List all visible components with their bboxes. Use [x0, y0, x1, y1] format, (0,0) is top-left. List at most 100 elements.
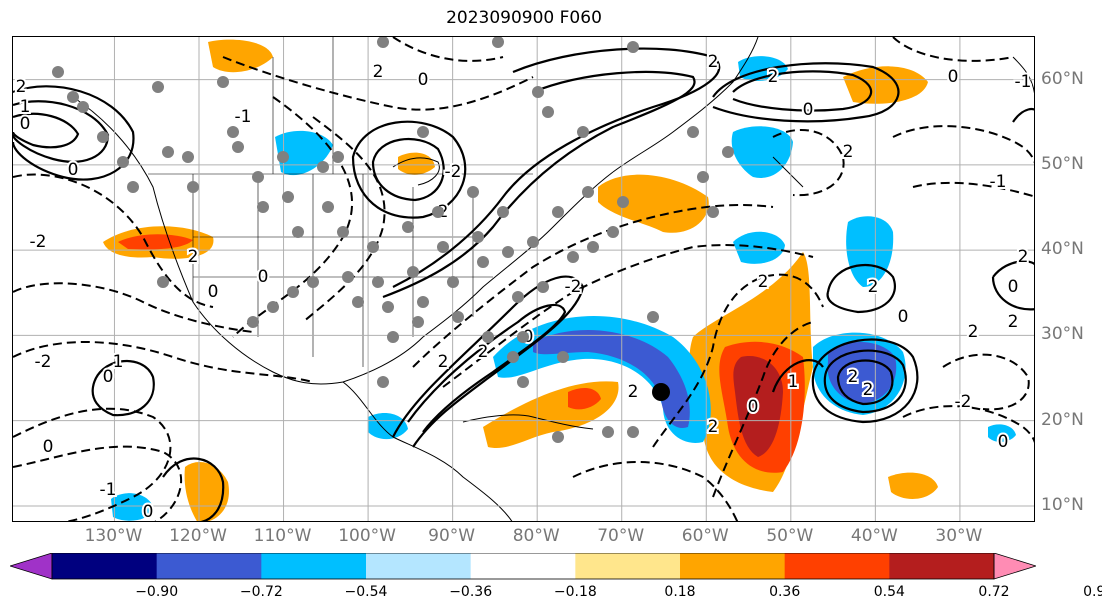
- station-marker: [402, 221, 414, 233]
- station-marker: [542, 106, 554, 118]
- colorbar-segment: [261, 553, 367, 579]
- contour-label: 0: [103, 367, 114, 387]
- station-marker: [437, 241, 449, 253]
- colorbar-tick-label: 0.90: [1083, 584, 1102, 600]
- anomaly-positive-labrador: [843, 66, 928, 104]
- contour-label: 2: [843, 142, 854, 162]
- contour-label: -2: [445, 162, 462, 182]
- longitude-label: 60°W: [681, 526, 729, 546]
- contour-label: 2: [1018, 247, 1029, 267]
- anomaly-strong-negative-bahamas-arc: [533, 330, 690, 428]
- station-marker: [567, 251, 579, 263]
- contour-positive-mid-atlantic: [826, 263, 896, 314]
- anomaly-positive-great-lakes: [398, 152, 435, 175]
- map-title: 2023090900 F060: [446, 8, 602, 28]
- colorbar-frame: [51, 553, 995, 580]
- station-marker: [417, 126, 429, 138]
- station-marker: [552, 431, 564, 443]
- anomaly-negative-newfoundland: [731, 126, 793, 178]
- colorbar-tick-label: −0.72: [239, 584, 283, 600]
- contour-negative-east-atlantic-3: [942, 353, 1030, 411]
- station-marker: [502, 246, 514, 258]
- station-marker: [227, 126, 239, 138]
- map-canvas: 2100-202-22-202222020-12201222022-2010-2…: [13, 37, 1034, 522]
- storm-centers: [652, 383, 670, 401]
- station-marker: [332, 151, 344, 163]
- contour-label: 0: [143, 502, 154, 522]
- station-marker: [387, 331, 399, 343]
- contour-label: 1: [20, 97, 31, 117]
- contour-negative-hudson: [392, 37, 504, 62]
- contour-positive-central-atlantic-ring-3: [836, 359, 894, 406]
- station-marker: [517, 331, 529, 343]
- station-marker: [117, 156, 129, 168]
- colorbar-segment: [784, 553, 890, 579]
- contour-label: 0: [208, 282, 219, 302]
- longitude-label: 110°W: [253, 526, 312, 546]
- station-marker: [257, 201, 269, 213]
- station-marker: [287, 286, 299, 298]
- contour-positive-caribbean-hurricane: [771, 359, 824, 393]
- station-marker: [517, 376, 529, 388]
- contour-label: 0: [803, 100, 814, 120]
- contour-negative-east-coast-2: [442, 244, 814, 388]
- colorbar-segment: [575, 553, 681, 579]
- contour-label: 2: [188, 247, 199, 267]
- station-marker: [352, 296, 364, 308]
- contour-negative-south-pacific-1: [13, 407, 172, 521]
- contour-negative-atlantic-1: [652, 273, 824, 448]
- contour-negative-newfoundland: [772, 128, 845, 197]
- station-marker: [492, 37, 504, 48]
- station-marker: [477, 256, 489, 268]
- station-markers: [52, 37, 734, 443]
- station-marker: [187, 181, 199, 193]
- contour-negative-west-2: [13, 282, 254, 333]
- station-marker: [277, 151, 289, 163]
- longitude-label: 70°W: [597, 526, 645, 546]
- station-marker: [217, 76, 229, 88]
- anomaly-positive-east-atlantic: [888, 472, 938, 499]
- contour-negative-trough-3: [302, 116, 386, 323]
- station-marker: [722, 146, 734, 158]
- station-marker: [432, 206, 444, 218]
- anomaly-strong-negative-central-atlantic: [827, 341, 897, 404]
- station-marker: [467, 186, 479, 198]
- colorbar-tick-label: 0.18: [664, 584, 696, 600]
- contour-positive-far-east: [991, 260, 1034, 311]
- station-marker: [337, 226, 349, 238]
- contour-label: 0: [258, 267, 269, 287]
- station-marker: [417, 296, 429, 308]
- contour-label: -2: [565, 277, 582, 297]
- contour-label: 2: [438, 352, 449, 372]
- station-marker: [322, 201, 334, 213]
- contour-label: -2: [955, 392, 972, 412]
- contour-positive-east-pacific: [91, 359, 155, 417]
- station-marker: [577, 126, 589, 138]
- station-marker: [282, 191, 294, 203]
- longitude-label: 90°W: [428, 526, 476, 546]
- latitude-label: 10°N: [1041, 494, 1084, 515]
- contour-label: 2: [708, 417, 719, 437]
- colorbar-segment: [470, 553, 576, 579]
- station-marker: [707, 206, 719, 218]
- colorbar-tick-label: 0.36: [769, 584, 801, 600]
- contour-positive-labrador-ridge: [712, 62, 900, 123]
- colorbar-tick-label: −0.54: [344, 584, 388, 600]
- contour-positive-low-great-lakes: [351, 120, 467, 219]
- station-marker: [127, 181, 139, 193]
- contour-label: -1: [235, 107, 252, 127]
- anomaly-positive-rockies: [208, 39, 273, 73]
- contour-labels: 2100-202-22-202222020-12201222022-2010-2…: [14, 50, 1034, 522]
- station-marker: [512, 291, 524, 303]
- dashed-contours: [13, 37, 1034, 521]
- contour-label: 0: [998, 432, 1009, 452]
- colorbar-segment: [366, 553, 472, 579]
- contour-label: -2: [30, 232, 47, 252]
- contour-negative-south-america: [572, 461, 739, 521]
- contour-label: 2: [373, 62, 384, 82]
- contour-positive-low-great-lakes-inner: [371, 137, 445, 202]
- latitude-label: 40°N: [1041, 239, 1084, 260]
- contour-positive-trough-1: [392, 47, 721, 288]
- station-marker: [267, 301, 279, 313]
- longitude-label: 80°W: [512, 526, 560, 546]
